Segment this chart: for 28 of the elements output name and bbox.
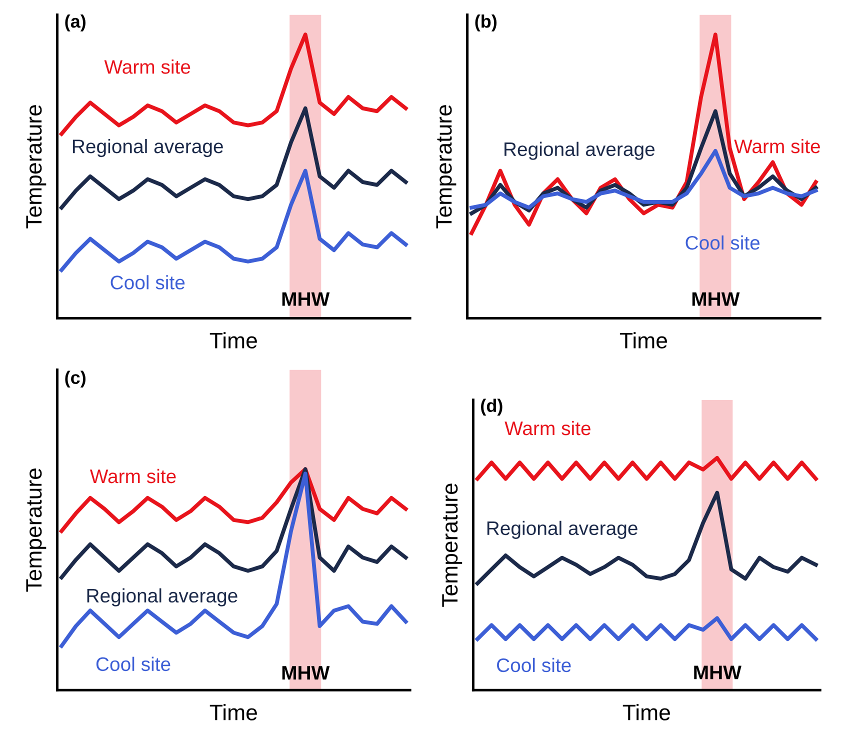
series-label: Cool site <box>110 275 185 290</box>
series-label: Warm site <box>734 138 820 154</box>
annotation: MHW <box>692 292 740 306</box>
x-axis-title: Time <box>622 704 670 720</box>
series-label: Warm site <box>504 420 590 436</box>
annotation: MHW <box>694 666 742 680</box>
x-axis-title: Time <box>210 704 257 720</box>
series-label: Cool site <box>96 656 170 672</box>
x-axis-title: Time <box>210 332 257 348</box>
annotation: MHW <box>282 666 330 680</box>
series-label: Regional average <box>72 138 223 158</box>
series-label: Warm site <box>90 468 176 484</box>
y-axis-title: Temperature <box>26 105 46 228</box>
y-axis-title: Temperature <box>442 484 462 607</box>
annotation: MHW <box>282 292 330 306</box>
chart-title: (a) <box>65 14 86 32</box>
chart-title: (b) <box>475 14 497 32</box>
series-label: Cool site <box>686 235 760 250</box>
x-axis-title: Time <box>620 332 667 348</box>
series-label: Regional average <box>487 520 638 539</box>
series-label: Regional average <box>87 588 238 606</box>
chart-title: (c) <box>65 370 86 388</box>
series-label: Regional average <box>504 142 655 160</box>
series-label: Warm site <box>104 60 190 74</box>
series-label: Cool site <box>497 658 571 672</box>
chart-title: (d) <box>481 398 502 416</box>
y-axis-title: Temperature <box>26 468 46 592</box>
y-axis-title: Temperature <box>436 105 456 228</box>
